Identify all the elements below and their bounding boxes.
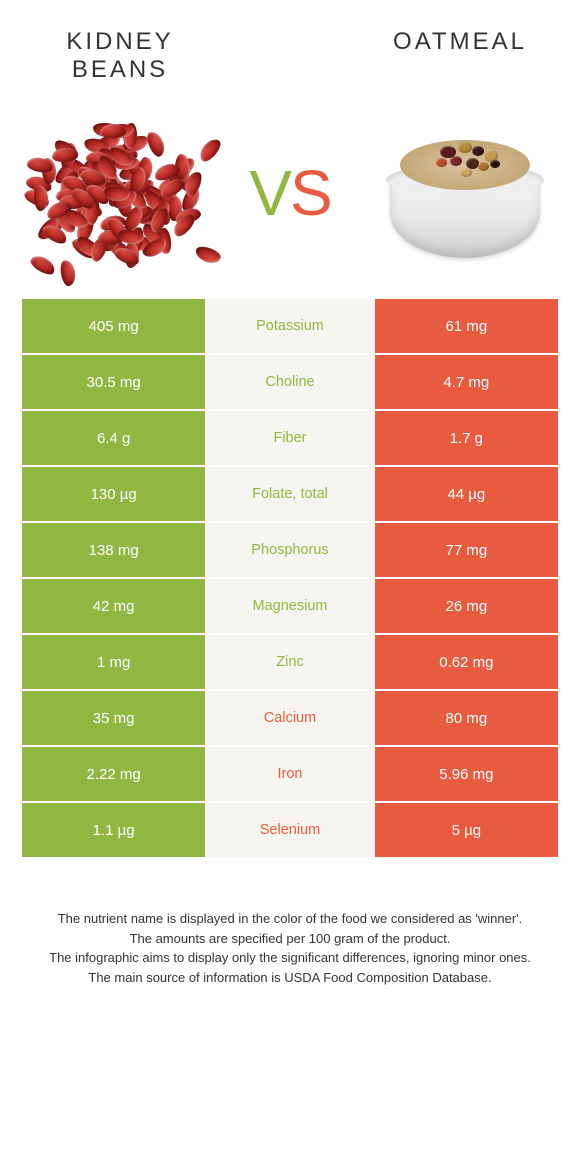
cell-nutrient-name: Calcium (206, 690, 373, 746)
cell-left-value: 1 mg (21, 634, 206, 690)
cell-left-value: 35 mg (21, 690, 206, 746)
cell-nutrient-name: Choline (206, 354, 373, 410)
cell-left-value: 6.4 g (21, 410, 206, 466)
cell-right-value: 1.7 g (374, 410, 559, 466)
cell-nutrient-name: Magnesium (206, 578, 373, 634)
table-row: 138 mgPhosphorus77 mg (21, 522, 559, 578)
footer-line: The main source of information is USDA F… (28, 968, 552, 988)
cell-right-value: 4.7 mg (374, 354, 559, 410)
food-title-right: OATMEAL (380, 28, 540, 56)
table-row: 6.4 gFiber1.7 g (21, 410, 559, 466)
cell-right-value: 61 mg (374, 298, 559, 354)
cell-right-value: 5.96 mg (374, 746, 559, 802)
cell-nutrient-name: Fiber (206, 410, 373, 466)
cell-right-value: 77 mg (374, 522, 559, 578)
cell-left-value: 2.22 mg (21, 746, 206, 802)
cell-left-value: 42 mg (21, 578, 206, 634)
cell-left-value: 130 µg (21, 466, 206, 522)
table-row: 42 mgMagnesium26 mg (21, 578, 559, 634)
cell-nutrient-name: Phosphorus (206, 522, 373, 578)
footer-line: The infographic aims to display only the… (28, 948, 552, 968)
cell-nutrient-name: Zinc (206, 634, 373, 690)
cell-right-value: 44 µg (374, 466, 559, 522)
cell-nutrient-name: Iron (206, 746, 373, 802)
nutrient-table: 405 mgPotassium61 mg30.5 mgCholine4.7 mg… (20, 297, 560, 859)
cell-nutrient-name: Folate, total (206, 466, 373, 522)
cell-left-value: 405 mg (21, 298, 206, 354)
vs-label: VS (249, 156, 330, 230)
vs-s: S (290, 157, 331, 229)
cell-right-value: 26 mg (374, 578, 559, 634)
images-row: VS (0, 93, 580, 297)
vs-v: V (249, 157, 290, 229)
food-title-left: KIDNEYBEANS (40, 28, 200, 83)
cell-right-value: 80 mg (374, 690, 559, 746)
table-row: 405 mgPotassium61 mg (21, 298, 559, 354)
cell-right-value: 5 µg (374, 802, 559, 858)
food-image-left (20, 113, 210, 273)
header: KIDNEYBEANS OATMEAL (0, 0, 580, 83)
footer-notes: The nutrient name is displayed in the co… (0, 859, 580, 1007)
cell-left-value: 1.1 µg (21, 802, 206, 858)
table-row: 1 mgZinc0.62 mg (21, 634, 559, 690)
cell-right-value: 0.62 mg (374, 634, 559, 690)
footer-line: The nutrient name is displayed in the co… (28, 909, 552, 929)
table-row: 30.5 mgCholine4.7 mg (21, 354, 559, 410)
table-row: 1.1 µgSelenium5 µg (21, 802, 559, 858)
table-row: 130 µgFolate, total44 µg (21, 466, 559, 522)
cell-left-value: 138 mg (21, 522, 206, 578)
cell-nutrient-name: Potassium (206, 298, 373, 354)
table-row: 35 mgCalcium80 mg (21, 690, 559, 746)
cell-nutrient-name: Selenium (206, 802, 373, 858)
cell-left-value: 30.5 mg (21, 354, 206, 410)
table-row: 2.22 mgIron5.96 mg (21, 746, 559, 802)
footer-line: The amounts are specified per 100 gram o… (28, 929, 552, 949)
food-image-right (370, 113, 560, 273)
